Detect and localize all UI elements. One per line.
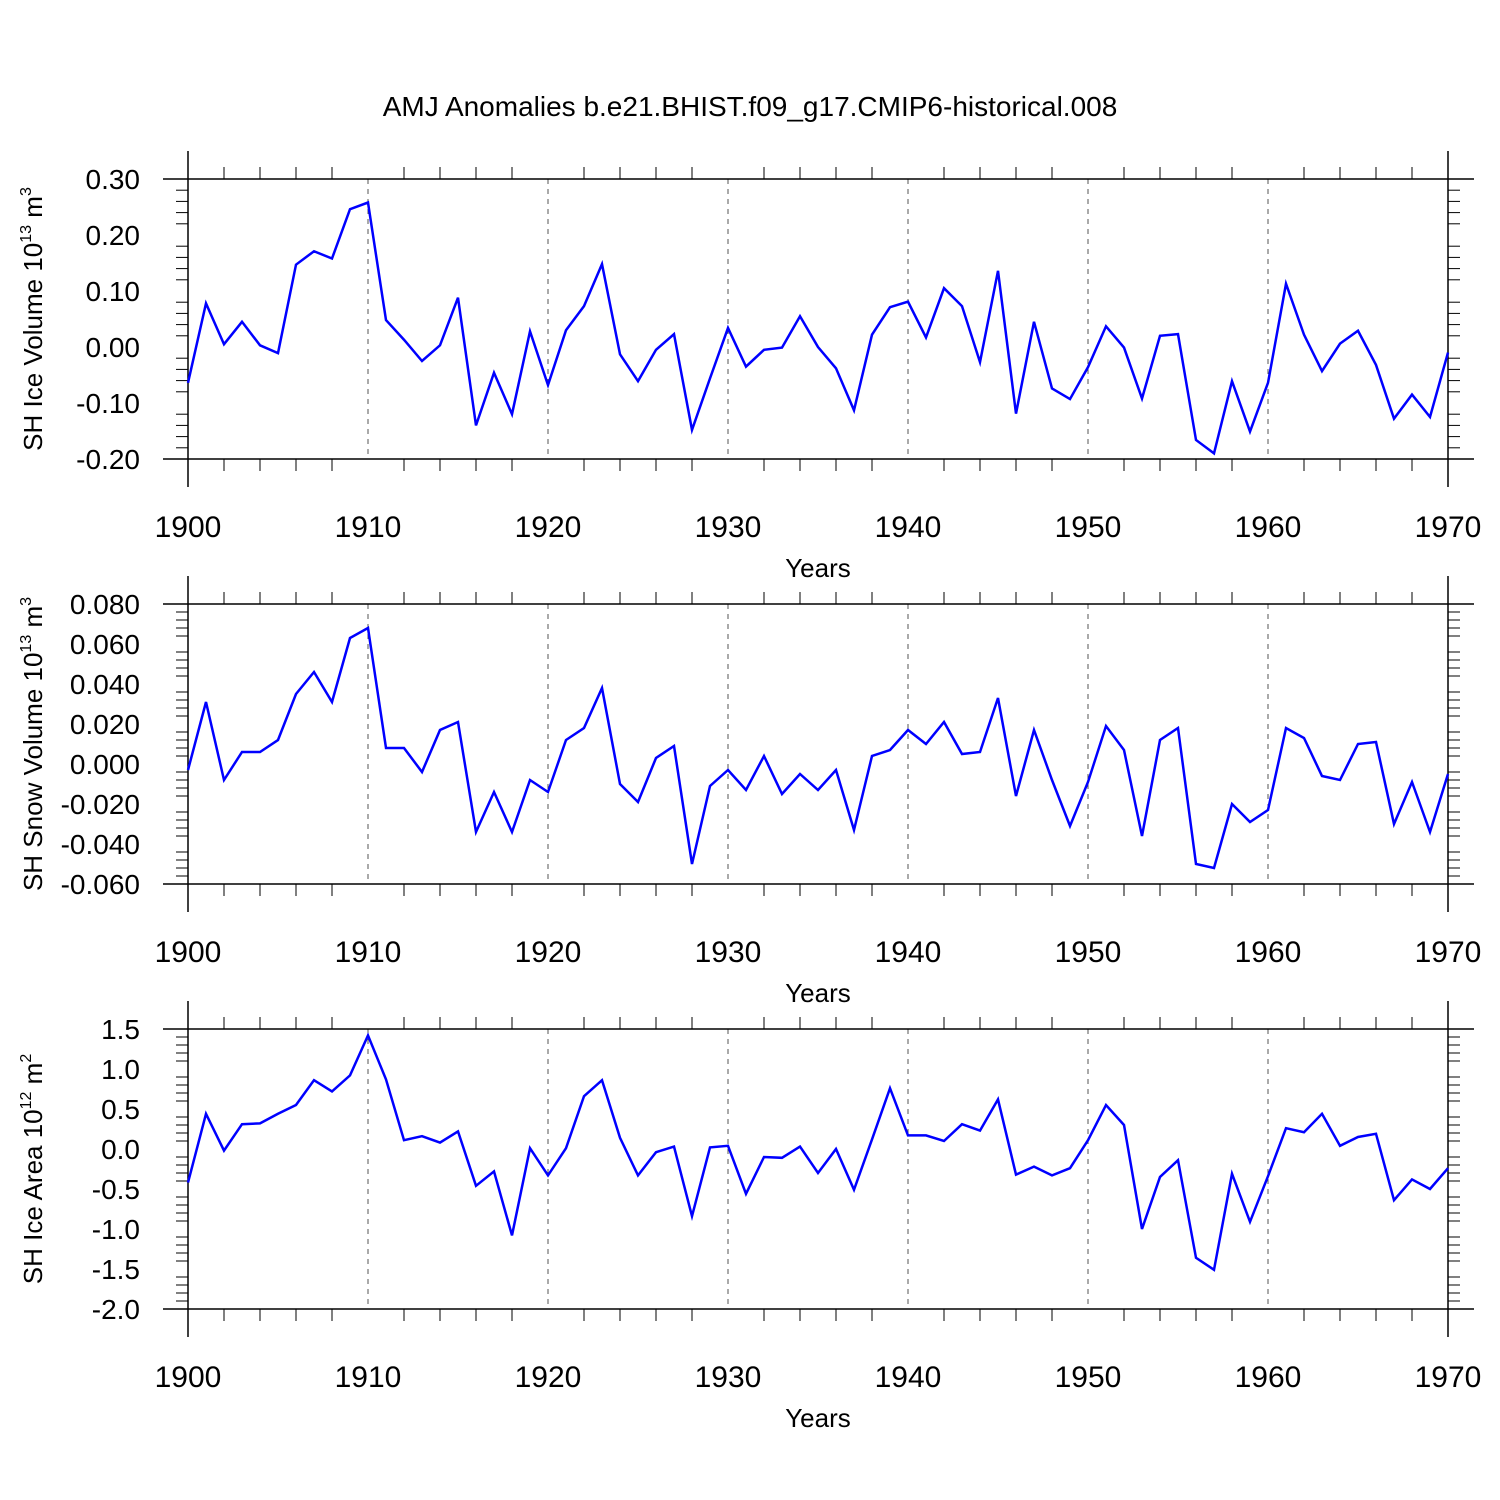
panel-2: -0.060 -0.040 -0.020 0.000 0.020 0.040 0.060 0.… [18, 576, 1481, 1008]
series-line [186, 626, 1450, 870]
x-tick-label: 1960 [1235, 1361, 1302, 1394]
y-tick-label: 0.00 [86, 332, 141, 363]
y-tick-label: 1.0 [101, 1054, 140, 1085]
x-tick-label: 1920 [515, 511, 582, 544]
y-tick-label: 0.5 [101, 1094, 140, 1125]
y-tick-label: 0.060 [70, 629, 140, 660]
x-tick-label: 1930 [695, 936, 762, 969]
y-tick-label: 0.000 [70, 749, 140, 780]
x-tick-label: 1970 [1415, 936, 1482, 969]
x-tick-label: 1930 [695, 511, 762, 544]
y-tick-label: -0.20 [76, 444, 140, 475]
x-tick-label: 1940 [875, 936, 942, 969]
x-tick-label: 1960 [1235, 511, 1302, 544]
x-axis-label: Years [785, 978, 851, 1008]
y-axis-label: SH Snow Volume 1013 m3 [18, 597, 48, 891]
y-tick-label: 0.20 [86, 220, 141, 251]
x-tick-label: 1970 [1415, 511, 1482, 544]
y-tick-label: 0.0 [101, 1134, 140, 1165]
x-tick-label: 1900 [155, 511, 222, 544]
y-tick-label: 0.020 [70, 709, 140, 740]
panel-3: -2.0 -1.5 -1.0 -0.5 0.0 0.5 1.0 1.5 1900 1910 1920… [18, 1001, 1481, 1433]
x-tick-label: 1910 [335, 936, 402, 969]
y-tick-label: 1.5 [101, 1014, 140, 1045]
y-axis-label: SH Ice Volume 1013 m3 [18, 187, 48, 451]
y-tick-label: -0.020 [61, 789, 140, 820]
y-tick-label: -0.5 [92, 1174, 140, 1205]
y-tick-label: -1.0 [92, 1214, 140, 1245]
panels: -0.20 -0.10 0.00 0.10 0.20 0.30 1900 1910 1920 19… [18, 151, 1481, 1433]
x-tick-label: 1950 [1055, 1361, 1122, 1394]
figure-title: AMJ Anomalies b.e21.BHIST.f09_g17.CMIP6-… [383, 91, 1118, 122]
series-line [186, 200, 1450, 456]
y-axis-label: SH Ice Area 1012 m2 [18, 1054, 48, 1285]
x-tick-label: 1910 [335, 1361, 402, 1394]
y-tick-label: -0.10 [76, 388, 140, 419]
y-tick-label: -1.5 [92, 1254, 140, 1285]
y-tick-label: 0.10 [86, 276, 141, 307]
y-tick-label: -0.060 [61, 869, 140, 900]
x-tick-label: 1970 [1415, 1361, 1482, 1394]
x-tick-label: 1940 [875, 1361, 942, 1394]
x-tick-label: 1930 [695, 1361, 762, 1394]
x-tick-label: 1920 [515, 936, 582, 969]
series-line [186, 1032, 1449, 1272]
x-tick-label: 1910 [335, 511, 402, 544]
x-axis-label: Years [785, 1403, 851, 1433]
y-tick-label: 0.040 [70, 669, 140, 700]
x-tick-label: 1940 [875, 511, 942, 544]
panel-1: -0.20 -0.10 0.00 0.10 0.20 0.30 1900 1910 1920 19… [18, 151, 1481, 583]
y-tick-label: 0.30 [86, 164, 141, 195]
y-tick-label: -0.040 [61, 829, 140, 860]
x-tick-label: 1950 [1055, 936, 1122, 969]
x-tick-label: 1960 [1235, 936, 1302, 969]
x-tick-label: 1920 [515, 1361, 582, 1394]
y-tick-label: 0.080 [70, 589, 140, 620]
x-tick-label: 1900 [155, 1361, 222, 1394]
x-axis-label: Years [785, 553, 851, 583]
y-tick-label: -2.0 [92, 1294, 140, 1325]
x-tick-label: 1900 [155, 936, 222, 969]
x-tick-label: 1950 [1055, 511, 1122, 544]
